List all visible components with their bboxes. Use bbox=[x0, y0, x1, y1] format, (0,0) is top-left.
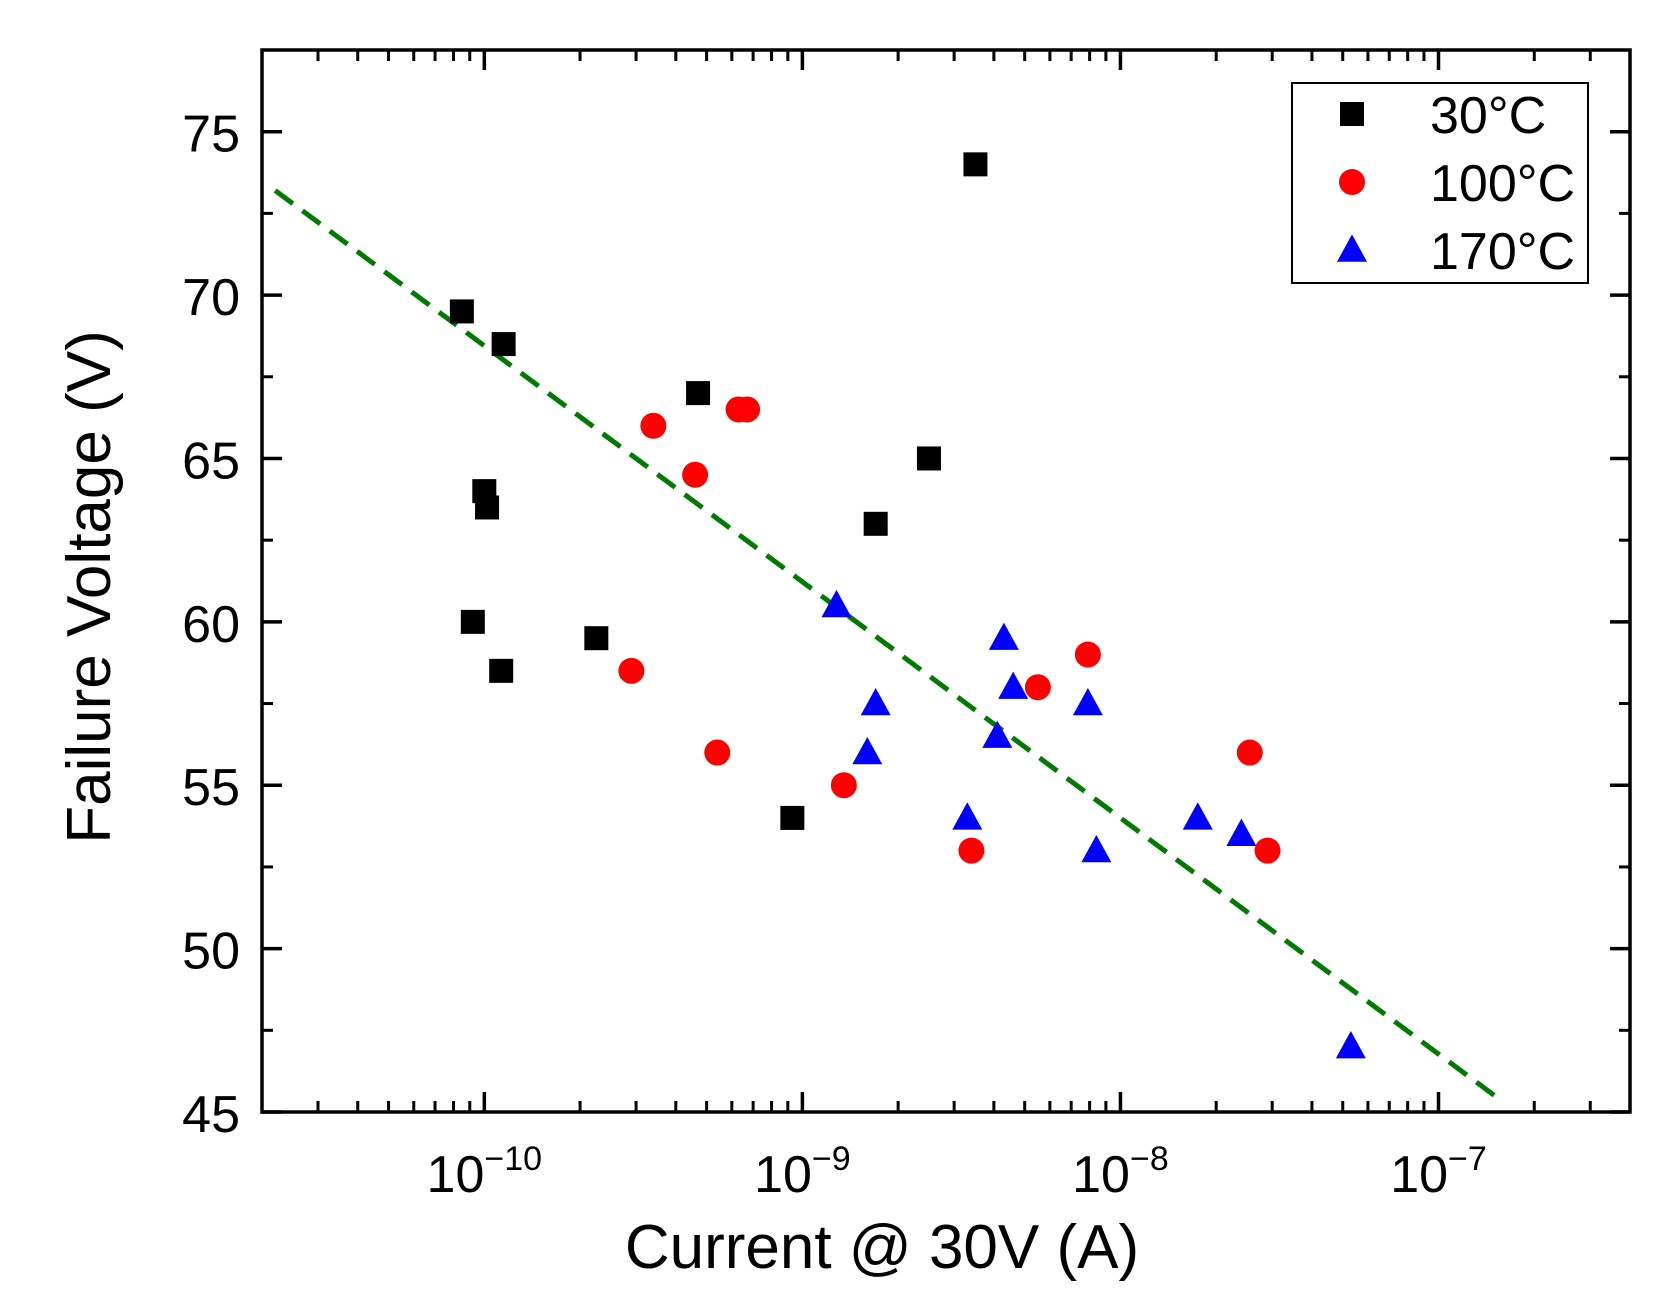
y-tick-label: 50 bbox=[182, 923, 240, 981]
legend-label: 170°C bbox=[1430, 223, 1575, 281]
data-point-square bbox=[491, 332, 516, 357]
data-point-square bbox=[780, 805, 805, 830]
data-point-triangle bbox=[952, 802, 983, 830]
x-tick-label: 10−7 bbox=[1390, 1140, 1487, 1204]
legend-marker-triangle bbox=[1337, 234, 1367, 262]
y-axis-label: Failure Voltage (V) bbox=[55, 330, 124, 843]
y-tick-label: 45 bbox=[182, 1086, 240, 1144]
data-point-triangle bbox=[1072, 687, 1103, 716]
data-point-circle bbox=[1074, 641, 1101, 668]
x-tick-label: 10−10 bbox=[427, 1140, 543, 1204]
data-point-circle bbox=[640, 412, 667, 439]
legend-marker-square bbox=[1340, 102, 1364, 126]
data-point-circle bbox=[734, 396, 761, 423]
data-point-triangle bbox=[988, 622, 1019, 650]
axes-layer: 45 50 55 60 65 70 75 10−10 10−9 10−8 10−7 bbox=[182, 48, 1632, 1204]
fit-line bbox=[273, 188, 1505, 1105]
x-tick-label: 10−8 bbox=[1072, 1140, 1169, 1204]
data-point-square bbox=[584, 626, 609, 651]
x-axis-label: Current @ 30V (A) bbox=[625, 1213, 1139, 1282]
data-point-square bbox=[475, 495, 500, 520]
plot-frame bbox=[260, 48, 1632, 1114]
legend: 30°C 100°C 170°C bbox=[1291, 82, 1589, 284]
data-point-triangle bbox=[982, 720, 1013, 748]
data-point-circle bbox=[704, 739, 731, 766]
data-point-circle bbox=[1236, 739, 1263, 766]
x-tick-label: 10−9 bbox=[754, 1140, 851, 1204]
data-point-triangle bbox=[852, 736, 883, 765]
data-point-square bbox=[460, 609, 485, 634]
data-point-square bbox=[449, 299, 474, 324]
data-point-square bbox=[686, 381, 711, 406]
y-tick-label: 75 bbox=[182, 106, 240, 164]
data-point-square bbox=[863, 511, 888, 536]
data-point-circle bbox=[830, 772, 857, 799]
data-point-square bbox=[963, 152, 988, 177]
data-point-square bbox=[916, 446, 941, 471]
data-point-square bbox=[489, 658, 514, 683]
data-point-circle bbox=[958, 837, 985, 864]
data-point-triangle bbox=[1182, 802, 1213, 830]
legend-label: 30°C bbox=[1430, 87, 1546, 145]
y-tick-label: 65 bbox=[182, 432, 240, 490]
data-point-triangle bbox=[860, 687, 891, 716]
legend-label: 100°C bbox=[1430, 155, 1575, 213]
data-point-circle bbox=[618, 657, 645, 684]
data-point-triangle bbox=[1335, 1031, 1366, 1059]
data-point-triangle bbox=[1226, 818, 1257, 846]
data-point-circle bbox=[1024, 674, 1051, 701]
data-point-triangle bbox=[1081, 834, 1112, 863]
data-points-layer bbox=[449, 152, 1366, 1059]
data-point-triangle bbox=[821, 589, 852, 618]
fit-line-layer bbox=[273, 188, 1505, 1105]
data-point-circle bbox=[1254, 837, 1281, 864]
data-point-circle bbox=[682, 461, 709, 488]
legend-marker-circle bbox=[1339, 169, 1365, 195]
data-point-triangle bbox=[998, 671, 1029, 699]
y-tick-label: 60 bbox=[182, 596, 240, 654]
y-tick-label: 70 bbox=[182, 269, 240, 327]
y-tick-label: 55 bbox=[182, 759, 240, 817]
